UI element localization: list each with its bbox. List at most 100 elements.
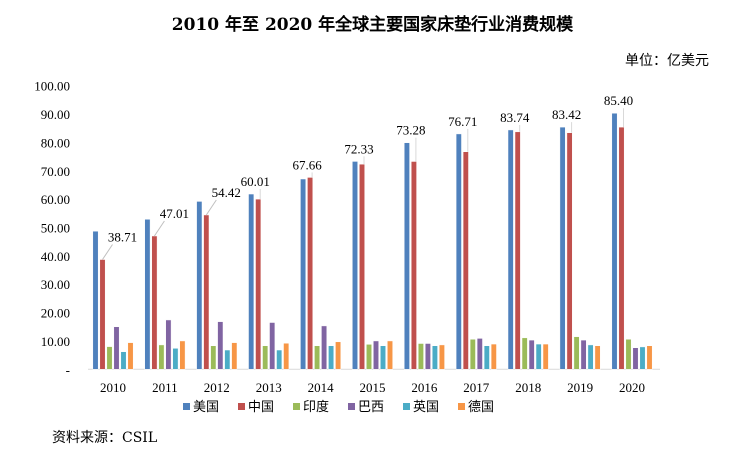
bar-2016-印度 <box>417 343 424 370</box>
data-label: 72.33 <box>344 141 373 156</box>
data-label: 73.28 <box>396 123 425 138</box>
leader-line <box>205 199 217 216</box>
bar-2016-巴西 <box>424 343 431 370</box>
bar-2011-英国 <box>172 348 179 370</box>
y-tick-label: 100.00 <box>34 79 70 94</box>
bar-2012-中国 <box>203 214 210 370</box>
bar-2018-印度 <box>521 337 528 370</box>
bar-2013-美国 <box>248 193 255 370</box>
bar-2017-印度 <box>469 338 476 370</box>
bar-2020-英国 <box>639 346 646 370</box>
bar-2016-德国 <box>438 344 445 370</box>
legend-label: 巴西 <box>358 399 384 414</box>
bar-2012-德国 <box>231 342 238 370</box>
bar-2020-中国 <box>618 126 625 370</box>
leader-line <box>102 244 113 260</box>
y-tick-label: 60.00 <box>41 192 70 207</box>
legend-swatch-美国 <box>183 403 190 410</box>
bar-2017-英国 <box>483 345 490 370</box>
data-label: 47.01 <box>160 206 189 221</box>
x-tick-label: 2012 <box>204 380 230 395</box>
bar-2018-巴西 <box>528 339 535 370</box>
bar-2012-美国 <box>196 201 203 370</box>
unit-label: 单位：亿美元 <box>625 53 709 69</box>
y-tick-label: 50.00 <box>41 221 70 236</box>
bar-2020-德国 <box>646 345 653 370</box>
bar-2017-中国 <box>462 151 469 370</box>
bar-2012-英国 <box>224 349 231 370</box>
data-label: 54.42 <box>212 185 241 200</box>
bar-2014-印度 <box>314 345 321 370</box>
bar-2018-美国 <box>507 129 514 370</box>
bar-2012-印度 <box>210 345 217 370</box>
x-tick-label: 2017 <box>463 380 490 395</box>
bar-2018-德国 <box>542 343 549 370</box>
bar-2011-印度 <box>158 344 165 370</box>
bar-2015-巴西 <box>373 340 379 370</box>
legend-label: 德国 <box>468 399 494 414</box>
legend-label: 印度 <box>303 399 329 414</box>
legend-swatch-印度 <box>293 403 300 410</box>
x-tick-label: 2018 <box>515 380 541 395</box>
data-label: 83.42 <box>552 107 581 122</box>
y-tick-label: 40.00 <box>41 249 70 264</box>
y-tick-label: 90.00 <box>41 107 70 122</box>
bar-2019-巴西 <box>580 339 587 370</box>
bar-2013-德国 <box>283 342 290 370</box>
source-note: 资料来源：CSIL <box>52 430 158 446</box>
y-tick-label: 10.00 <box>41 334 70 349</box>
bar-2020-美国 <box>611 112 618 370</box>
bar-2014-巴西 <box>321 325 328 370</box>
x-tick-label: 2011 <box>152 380 178 395</box>
x-tick-label: 2013 <box>256 380 282 395</box>
bar-2011-美国 <box>144 219 151 370</box>
leader-line <box>153 220 165 237</box>
y-tick-label: 30.00 <box>41 277 70 292</box>
data-label: 60.01 <box>241 174 270 189</box>
bar-2014-英国 <box>328 345 335 370</box>
bar-2015-美国 <box>352 161 358 370</box>
legend-label: 美国 <box>193 399 219 414</box>
y-tick-label: 20.00 <box>41 306 70 321</box>
x-tick-label: 2016 <box>411 380 438 395</box>
data-label: 67.66 <box>292 157 322 172</box>
bar-2015-中国 <box>359 163 365 370</box>
bar-2017-德国 <box>490 343 497 370</box>
bar-2010-德国 <box>127 342 134 370</box>
bar-2015-德国 <box>387 340 393 370</box>
x-tick-label: 2014 <box>308 380 335 395</box>
x-tick-label: 2010 <box>100 380 126 395</box>
bar-2019-美国 <box>559 126 566 370</box>
bar-2019-中国 <box>566 132 573 370</box>
data-label: 38.71 <box>108 230 137 245</box>
bar-2010-美国 <box>92 230 99 370</box>
legend-swatch-巴西 <box>348 403 355 410</box>
bar-2019-印度 <box>573 336 580 370</box>
bar-2014-美国 <box>300 178 307 370</box>
bar-2016-中国 <box>410 161 417 370</box>
bar-2012-巴西 <box>217 321 224 370</box>
bar-2010-中国 <box>99 259 106 370</box>
x-tick-label: 2020 <box>619 380 645 395</box>
bar-2011-中国 <box>151 235 158 370</box>
bar-2013-巴西 <box>269 322 276 370</box>
bar-2014-中国 <box>307 177 314 370</box>
bar-2016-英国 <box>431 345 438 370</box>
legend-swatch-英国 <box>403 403 410 410</box>
legend-label: 英国 <box>413 399 439 414</box>
y-tick-label: 80.00 <box>41 135 70 150</box>
x-tick-label: 2019 <box>567 380 593 395</box>
y-tick-label: 70.00 <box>41 164 70 179</box>
bar-2020-巴西 <box>632 347 639 370</box>
legend-swatch-中国 <box>238 403 245 410</box>
bar-2020-印度 <box>625 338 632 370</box>
bar-2011-巴西 <box>165 319 172 370</box>
bar-2016-美国 <box>403 142 410 370</box>
bar-2018-英国 <box>535 343 542 370</box>
bar-2013-中国 <box>255 198 262 370</box>
bar-2018-中国 <box>514 131 521 370</box>
data-label: 85.40 <box>604 93 633 108</box>
bar-2015-英国 <box>380 345 386 370</box>
legend-label: 中国 <box>248 399 274 414</box>
